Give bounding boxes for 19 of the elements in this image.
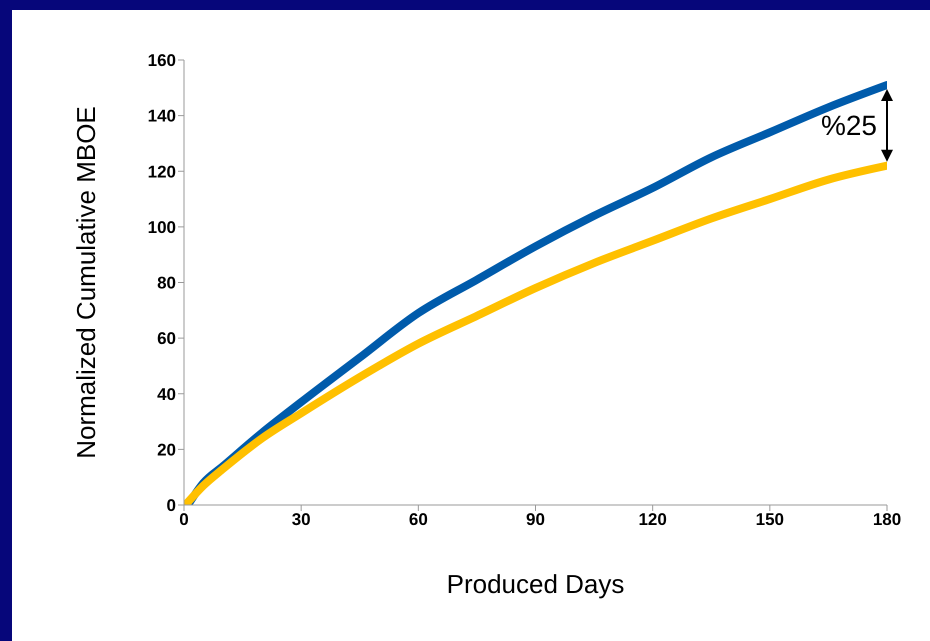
annotation: %25 bbox=[820, 110, 877, 141]
x-tick-label: 60 bbox=[408, 510, 428, 530]
y-tick-label: 100 bbox=[148, 218, 176, 237]
x-tick-label: 180 bbox=[872, 510, 902, 530]
x-tick-label: 90 bbox=[526, 510, 545, 530]
x-axis-title: Produced Days bbox=[446, 569, 624, 599]
y-tick-label: 60 bbox=[157, 329, 176, 348]
x-tick-label: 150 bbox=[756, 510, 784, 530]
x-tick-label: 120 bbox=[638, 510, 667, 530]
y-tick-label: 120 bbox=[148, 162, 176, 182]
y-tick-label: 0 bbox=[166, 496, 176, 516]
y-axis-title: Normalized Cumulative MBOE bbox=[71, 106, 102, 459]
x-tick-label: 0 bbox=[179, 510, 189, 530]
y-tick-label: 80 bbox=[157, 274, 176, 293]
y-tick-label: 160 bbox=[148, 51, 176, 70]
x-tick-label: 30 bbox=[292, 510, 311, 530]
y-tick-label: 40 bbox=[157, 384, 176, 404]
y-tick-label: 140 bbox=[148, 106, 176, 126]
y-tick-label: 20 bbox=[157, 440, 176, 460]
